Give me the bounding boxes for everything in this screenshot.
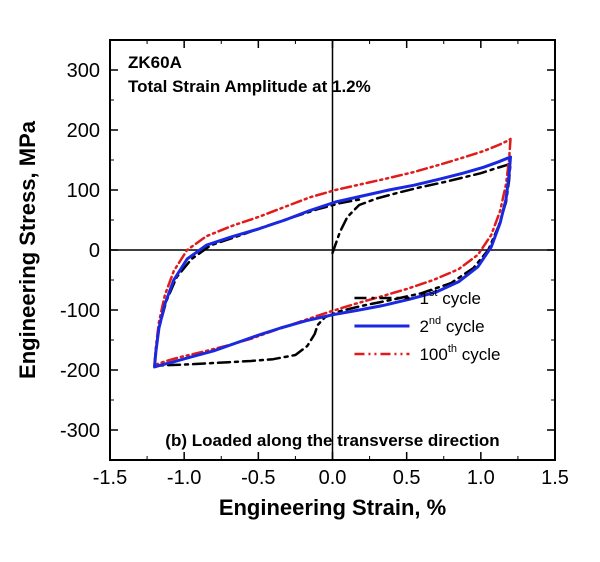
- x-tick-label: 1.0: [467, 467, 495, 489]
- x-tick-label: -1.5: [93, 467, 127, 489]
- x-tick-label: -1.0: [167, 467, 201, 489]
- hysteresis-chart: -1.5 -1.0 -0.5 0.0 0.5 1.0 1.5 -300 -200 -100 0 100…: [0, 0, 600, 562]
- annotation-caption: (b) Loaded along the transverse directio…: [165, 431, 499, 450]
- legend-label: 1st cycle: [419, 287, 481, 308]
- x-tick-label: 0.5: [393, 467, 421, 489]
- x-tick-label: -0.5: [241, 467, 275, 489]
- annotation-material: ZK60A: [128, 53, 182, 72]
- annotation-strain-amplitude: Total Strain Amplitude at 1.2%: [128, 77, 371, 96]
- y-axis-label: Engineering Stress, MPa: [15, 120, 40, 379]
- y-tick-label: 100: [67, 180, 100, 202]
- legend-label: 100th cycle: [419, 343, 500, 364]
- y-tick-label: 300: [67, 60, 100, 82]
- y-tick-label: -100: [60, 300, 100, 322]
- y-tick-label: -300: [60, 420, 100, 442]
- y-tick-label: 200: [67, 120, 100, 142]
- chart-svg: -1.5 -1.0 -0.5 0.0 0.5 1.0 1.5 -300 -200 -100 0 100…: [0, 0, 600, 562]
- x-axis-label: Engineering Strain, %: [219, 495, 446, 520]
- x-tick-label: 0.0: [319, 467, 347, 489]
- y-tick-label: -200: [60, 360, 100, 382]
- y-tick-label: 0: [89, 240, 100, 262]
- x-tick-label: 1.5: [541, 467, 569, 489]
